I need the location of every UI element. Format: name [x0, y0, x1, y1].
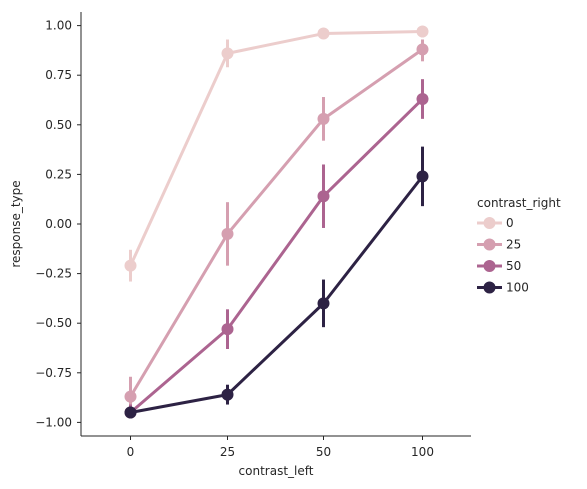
- y-tick-label: −0.50: [35, 316, 72, 330]
- legend-title: contrast_right: [477, 196, 561, 210]
- legend-label: 0: [506, 216, 514, 230]
- legend: contrast_right 0 25 50 100: [477, 196, 561, 295]
- data-point: [124, 259, 137, 272]
- data-point: [317, 297, 330, 310]
- legend-label: 100: [506, 281, 529, 295]
- y-tick-label: −1.00: [35, 415, 72, 429]
- data-point: [124, 390, 137, 403]
- legend-label: 50: [506, 259, 521, 273]
- data-point: [416, 93, 429, 106]
- series-line: [129, 97, 424, 414]
- series-50: [124, 79, 429, 419]
- data-point: [221, 388, 234, 401]
- y-tick-label: 0.75: [45, 68, 72, 82]
- y-ticks: −1.00 −0.75 −0.50 −0.25 0.00 0.25 0.50 0.75 1.00: [35, 19, 81, 429]
- y-tick-label: 0.50: [45, 118, 72, 132]
- data-point: [221, 227, 234, 240]
- series-25: [124, 39, 429, 415]
- y-tick-label: 0.25: [45, 167, 72, 181]
- y-tick-label: 1.00: [45, 19, 72, 33]
- y-tick-label: −0.25: [35, 267, 72, 281]
- legend-label: 25: [506, 238, 521, 252]
- data-point: [124, 406, 137, 419]
- x-tick-label: 50: [316, 445, 331, 459]
- legend-swatch-marker: [483, 217, 496, 229]
- data-point: [416, 43, 429, 56]
- legend-item: 100: [477, 281, 529, 295]
- x-tick-label: 25: [220, 445, 235, 459]
- series-line: [129, 48, 424, 398]
- y-tick-label: 0.00: [45, 217, 72, 231]
- axes: [80, 12, 471, 437]
- legend-swatch-marker: [483, 281, 496, 294]
- legend-item: 25: [477, 238, 521, 252]
- x-tick-label: 100: [411, 445, 434, 459]
- series-100: [124, 146, 429, 419]
- x-tick-label: 0: [127, 445, 135, 459]
- legend-item: 0: [477, 216, 514, 230]
- data-point: [416, 170, 429, 183]
- data-point: [221, 323, 234, 336]
- data-point: [317, 112, 330, 125]
- y-tick-label: −0.75: [35, 366, 72, 380]
- series-0: [124, 25, 429, 282]
- series-line: [129, 30, 423, 267]
- data-point: [317, 27, 330, 40]
- series-line: [130, 175, 424, 414]
- y-axis-label: response_type: [9, 180, 23, 267]
- x-axis-label: contrast_left: [239, 464, 314, 478]
- legend-swatch-marker: [483, 238, 496, 251]
- x-ticks: 0 25 50 100: [127, 436, 434, 459]
- legend-swatch-marker: [483, 260, 496, 272]
- data-point: [221, 47, 234, 60]
- legend-item: 50: [477, 259, 521, 273]
- data-point: [416, 25, 429, 38]
- series-layer: [124, 25, 429, 419]
- data-point: [317, 190, 330, 203]
